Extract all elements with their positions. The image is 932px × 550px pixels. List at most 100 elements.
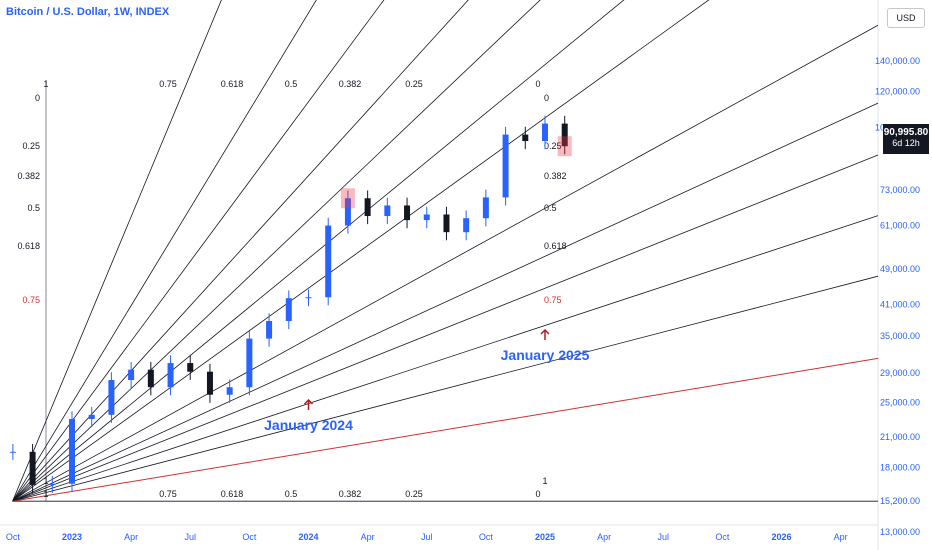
gann-level-top: 0.5 (285, 79, 298, 89)
candle[interactable] (384, 205, 391, 217)
gann-fan-line-075 (12, 357, 879, 502)
gann-fan-line (12, 154, 879, 502)
gann-level-top: 0.25 (405, 79, 423, 89)
gann-level-left: 0 (35, 93, 40, 103)
gann-level-top: 0.75 (159, 79, 177, 89)
price-tick-label: 18,000.00 (880, 463, 920, 473)
time-tick-label: 2023 (62, 532, 82, 542)
annotation-label: January 2025 (501, 347, 590, 363)
gann-fan-line (12, 275, 879, 502)
gann-fan-line (12, 102, 879, 502)
candle[interactable] (206, 371, 213, 395)
chart-title: Bitcoin / U.S. Dollar, 1W, INDEX (6, 6, 170, 18)
time-tick-label: Apr (597, 532, 611, 542)
candle[interactable] (463, 218, 470, 233)
price-tick-label: 13,000.00 (880, 527, 920, 537)
candle[interactable] (305, 297, 312, 299)
price-tick-label: 21,000.00 (880, 432, 920, 442)
gann-fan-line (12, 0, 385, 502)
gann-fan-line (12, 0, 469, 502)
gann-fan-line (12, 0, 710, 502)
candle[interactable] (246, 338, 253, 388)
candle[interactable] (128, 369, 135, 381)
price-tick-label: 35,000.00 (880, 331, 920, 341)
gann-fan-line (12, 0, 222, 502)
candle[interactable] (167, 363, 174, 388)
candle[interactable] (561, 123, 568, 147)
time-tick-label: Apr (124, 532, 138, 542)
price-tick-label: 140,000.00 (875, 56, 920, 66)
annotation-arrow (540, 328, 550, 340)
candle[interactable] (147, 369, 154, 388)
gann-level-right: 0.75 (544, 295, 562, 305)
gann-level-right: 0.618 (544, 241, 567, 251)
candle[interactable] (344, 198, 351, 226)
candle[interactable] (542, 123, 548, 142)
price-tick-label: 41,000.00 (880, 299, 920, 309)
time-tick-label: Apr (361, 532, 375, 542)
candle[interactable] (423, 214, 430, 221)
gann-level-left: 0.382 (17, 171, 40, 181)
candle[interactable] (404, 205, 411, 221)
price-tick-label: 29,000.00 (880, 368, 920, 378)
annotation-label: January 2024 (264, 417, 353, 433)
candle[interactable] (29, 451, 36, 485)
candle[interactable] (108, 380, 115, 415)
candle[interactable] (9, 451, 16, 453)
price-tick-label: 49,000.00 (880, 264, 920, 274)
candle[interactable] (285, 298, 292, 322)
gann-level-top: 0 (535, 79, 540, 89)
gann-level-bottom: 0.25 (405, 489, 423, 499)
gann-level-top: 0.618 (221, 79, 244, 89)
time-tick-label: Jul (184, 532, 196, 542)
time-tick-label: Oct (6, 532, 21, 542)
bar-countdown: 6d 12h (892, 138, 920, 148)
gann-fan-line (12, 24, 879, 502)
time-tick-label: 2026 (771, 532, 791, 542)
gann-level-bottom: 0.75 (159, 489, 177, 499)
gann-level-bottom: 0.382 (339, 489, 362, 499)
candle[interactable] (266, 321, 273, 339)
time-tick-label: 2024 (298, 532, 318, 542)
price-tick-label: 120,000.00 (875, 86, 920, 96)
gann-fan-line (12, 215, 879, 502)
candle[interactable] (364, 198, 371, 217)
annotation-arrow (303, 398, 314, 410)
candle[interactable] (49, 483, 56, 485)
gann-level-left: 1 (43, 476, 48, 486)
highlight-box (340, 188, 355, 209)
time-tick-label: Oct (242, 532, 257, 542)
gann-level-left: 0.618 (17, 241, 40, 251)
gann-fan-line (12, 0, 317, 502)
currency-selector[interactable]: USD (887, 8, 925, 28)
price-tick-label: 15,200.00 (880, 496, 920, 506)
gann-level-right: 0 (544, 93, 549, 103)
time-tick-label: Apr (834, 532, 848, 542)
time-tick-label: Jul (421, 532, 433, 542)
gann-level-bottom: 0.5 (285, 489, 298, 499)
candle[interactable] (482, 197, 489, 219)
gann-level-top: 0.382 (339, 79, 362, 89)
last-price-value: 90,995.80 (883, 127, 929, 138)
candle[interactable] (69, 419, 75, 484)
candle[interactable] (522, 134, 529, 142)
gann-level-left: 0.5 (27, 203, 40, 213)
candle[interactable] (443, 214, 450, 233)
last-price-tag: 90,995.80 6d 12h (883, 124, 929, 154)
gann-level-left: 0.25 (22, 141, 40, 151)
candle[interactable] (502, 134, 509, 198)
gann-fan-line (12, 0, 625, 502)
time-tick-label: Oct (715, 532, 730, 542)
candle[interactable] (325, 225, 332, 298)
gann-level-bottom: 0 (535, 489, 540, 499)
candle[interactable] (88, 414, 95, 420)
price-tick-label: 25,000.00 (880, 398, 920, 408)
gann-marker-1: 1 (542, 476, 547, 486)
gann-level-left: 0.75 (22, 295, 40, 305)
candle[interactable] (187, 363, 194, 372)
candle[interactable] (226, 387, 233, 395)
gann-level-bottom: 0.618 (221, 489, 244, 499)
gann-level-right: 0.5 (544, 203, 557, 213)
highlight-box (557, 136, 572, 157)
